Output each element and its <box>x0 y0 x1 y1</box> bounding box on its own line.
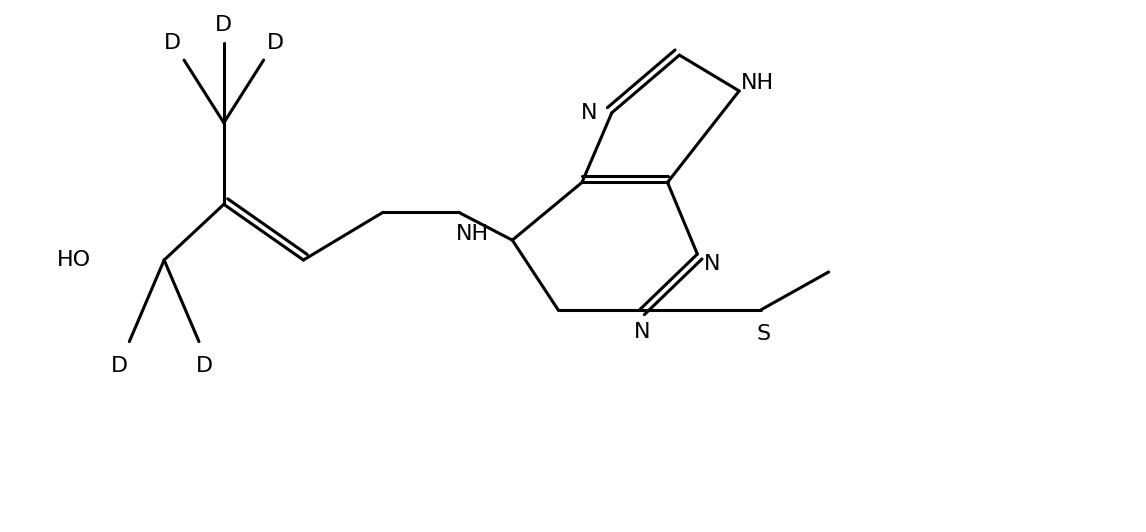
Text: NH: NH <box>741 73 775 93</box>
Text: D: D <box>196 355 213 376</box>
Text: NH: NH <box>456 224 488 244</box>
Text: D: D <box>111 355 128 376</box>
Text: N: N <box>634 322 650 342</box>
Text: D: D <box>215 15 233 35</box>
Text: N: N <box>705 254 721 274</box>
Text: S: S <box>758 323 771 344</box>
Text: D: D <box>164 33 181 53</box>
Text: N: N <box>581 103 598 123</box>
Text: D: D <box>267 33 284 53</box>
Text: HO: HO <box>56 250 91 270</box>
